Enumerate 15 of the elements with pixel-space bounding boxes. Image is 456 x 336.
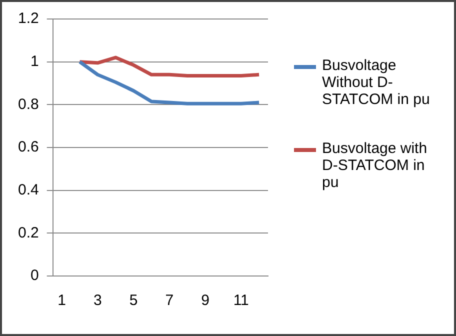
x-tick-label: 9 — [201, 292, 210, 310]
x-tick-label: 1 — [58, 292, 66, 310]
y-tick-label: 1.2 — [18, 10, 39, 28]
y-tick-label: 1 — [30, 52, 39, 70]
x-tick-label: 11 — [233, 292, 249, 310]
y-tick-label: 0.8 — [18, 96, 39, 113]
x-tick-label: 5 — [129, 292, 138, 310]
legend-label: Busvoltage Without D-STATCOM in pu — [322, 57, 431, 108]
x-tick-label: 3 — [94, 292, 102, 310]
y-tick-label: 0.4 — [18, 181, 39, 198]
y-tick-label: 0.6 — [18, 138, 39, 156]
x-tick-label: 7 — [165, 292, 174, 310]
y-tick-label: 0 — [30, 267, 39, 284]
legend-label: Busvoltage with D-STATCOM in pu — [322, 140, 428, 191]
y-tick-label: 0.2 — [18, 224, 39, 242]
